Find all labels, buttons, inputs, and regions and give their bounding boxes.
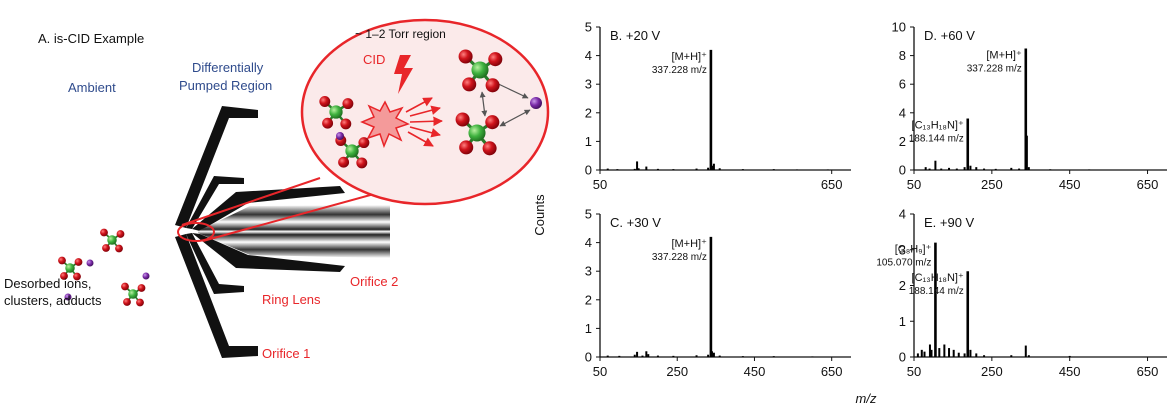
y-tick-label: 1 bbox=[585, 321, 592, 336]
ion-precursor bbox=[336, 132, 344, 140]
chart-title: C. +30 V bbox=[610, 215, 661, 230]
x-tick-label: 50 bbox=[593, 177, 607, 192]
y-tick-label: 1 bbox=[899, 314, 906, 329]
desorbed-label-line2: clusters, adducts bbox=[4, 293, 102, 308]
x-tick-label: 250 bbox=[666, 364, 688, 379]
molecule-desorbed-1 bbox=[58, 256, 83, 281]
lightning-bolt-icon bbox=[394, 55, 413, 94]
y-tick-label: 4 bbox=[899, 105, 906, 120]
fragment-arrows bbox=[405, 97, 443, 147]
orifice-1-plates bbox=[175, 106, 258, 358]
differential-label-line1: Differentially bbox=[192, 60, 264, 75]
y-tick-label: 3 bbox=[899, 242, 906, 257]
panel-a-schematic: A. is-CID Example Ambient Differentially… bbox=[4, 18, 550, 361]
ion-desorbed-2 bbox=[142, 272, 150, 280]
orifice-2-plates bbox=[192, 186, 345, 272]
ion-desorbed-3 bbox=[64, 293, 72, 301]
x-axis-label: m/z bbox=[856, 391, 877, 406]
chart-title: E. +90 V bbox=[924, 215, 975, 230]
x-tick-label: 450 bbox=[1059, 177, 1081, 192]
chart-1: 0 1 2 3 4 5 50 650 B. +20 V [M+H]⁺ 337.228 m/z bbox=[585, 20, 851, 192]
peak-mz-label: 188.144 m/z bbox=[909, 286, 964, 297]
ion-beam bbox=[198, 205, 390, 258]
chart-title: D. +60 V bbox=[924, 28, 975, 43]
chart-3: 0 1 2 3 4 5 50 250 450 650 C. +30 V [M+H]⁺ 337.228 m… bbox=[585, 207, 851, 379]
y-tick-label: 5 bbox=[585, 20, 592, 35]
x-tick-label: 450 bbox=[1059, 364, 1081, 379]
y-tick-label: 2 bbox=[899, 134, 906, 149]
chart-title: B. +20 V bbox=[610, 28, 661, 43]
ion-desorbed-1 bbox=[86, 259, 94, 267]
peak-mz-label: 105.070 m/z bbox=[876, 258, 931, 269]
desorbed-label-line1: Desorbed ions, bbox=[4, 276, 91, 291]
y-tick-label: 0 bbox=[585, 163, 592, 178]
peak-ion-label: [C₁₃H₁₈N]⁺ bbox=[912, 272, 964, 284]
y-tick-label: 5 bbox=[585, 207, 592, 222]
molecule-fragment-1 bbox=[458, 49, 503, 93]
y-tick-label: 4 bbox=[585, 235, 592, 250]
y-tick-label: 2 bbox=[585, 292, 592, 307]
x-tick-label: 450 bbox=[744, 364, 766, 379]
y-tick-label: 2 bbox=[899, 278, 906, 293]
y-tick-label: 10 bbox=[892, 20, 906, 35]
chart-2: 0 2 4 6 8 10 50 250 450 650 D. +60 V [C₁₃H₁₈N]⁺ 188.… bbox=[892, 20, 1167, 192]
x-tick-label: 250 bbox=[981, 177, 1003, 192]
molecule-precursor-1 bbox=[319, 96, 354, 130]
peak-mz-label: 337.228 m/z bbox=[967, 63, 1022, 74]
ion-fragment bbox=[530, 97, 542, 109]
torr-region-label: ~ 1–2 Torr region bbox=[355, 27, 446, 41]
peak-ion-label: [C₈H₉]⁺ bbox=[895, 244, 932, 256]
orifice-2-label: Orifice 2 bbox=[350, 274, 398, 289]
peak-ion-label: [C₁₃H₁₈N]⁺ bbox=[912, 120, 964, 132]
peak-ion-label: [M+H]⁺ bbox=[671, 51, 707, 63]
y-tick-label: 1 bbox=[585, 134, 592, 149]
orifice-1-label: Orifice 1 bbox=[262, 346, 310, 361]
x-tick-label: 650 bbox=[1137, 177, 1159, 192]
peak-ion-label: [M+H]⁺ bbox=[986, 49, 1022, 61]
y-tick-label: 3 bbox=[585, 264, 592, 279]
ambient-label: Ambient bbox=[68, 80, 116, 95]
ring-lens-label: Ring Lens bbox=[262, 292, 321, 307]
y-tick-label: 3 bbox=[585, 77, 592, 92]
y-tick-label: 6 bbox=[899, 77, 906, 92]
peak-mz-label: 337.228 m/z bbox=[652, 252, 707, 263]
x-tick-label: 50 bbox=[593, 364, 607, 379]
peak-mz-label: 188.144 m/z bbox=[909, 134, 964, 145]
x-tick-label: 650 bbox=[821, 364, 843, 379]
x-tick-label: 50 bbox=[907, 364, 921, 379]
y-tick-label: 2 bbox=[585, 105, 592, 120]
molecule-fragment-2 bbox=[455, 112, 500, 156]
cid-label: CID bbox=[363, 52, 385, 67]
peak-ion-label: [M+H]⁺ bbox=[671, 238, 707, 250]
x-tick-label: 650 bbox=[821, 177, 843, 192]
y-axis-label: Counts bbox=[532, 194, 547, 236]
panel-a-title: A. is-CID Example bbox=[38, 31, 144, 46]
y-tick-label: 0 bbox=[585, 350, 592, 365]
x-tick-label: 650 bbox=[1137, 364, 1159, 379]
y-tick-label: 4 bbox=[899, 207, 906, 222]
molecule-clusters bbox=[58, 49, 542, 307]
y-tick-label: 0 bbox=[899, 163, 906, 178]
collision-burst-icon bbox=[360, 100, 410, 149]
y-tick-label: 4 bbox=[585, 48, 592, 63]
x-tick-label: 250 bbox=[981, 364, 1003, 379]
molecule-desorbed-3 bbox=[121, 282, 146, 307]
differential-label-line2: Pumped Region bbox=[179, 78, 272, 93]
y-tick-label: 8 bbox=[899, 48, 906, 63]
peak-mz-label: 337.228 m/z bbox=[652, 65, 707, 76]
y-tick-label: 0 bbox=[899, 350, 906, 365]
x-tick-label: 50 bbox=[907, 177, 921, 192]
molecule-desorbed-2 bbox=[100, 228, 125, 253]
